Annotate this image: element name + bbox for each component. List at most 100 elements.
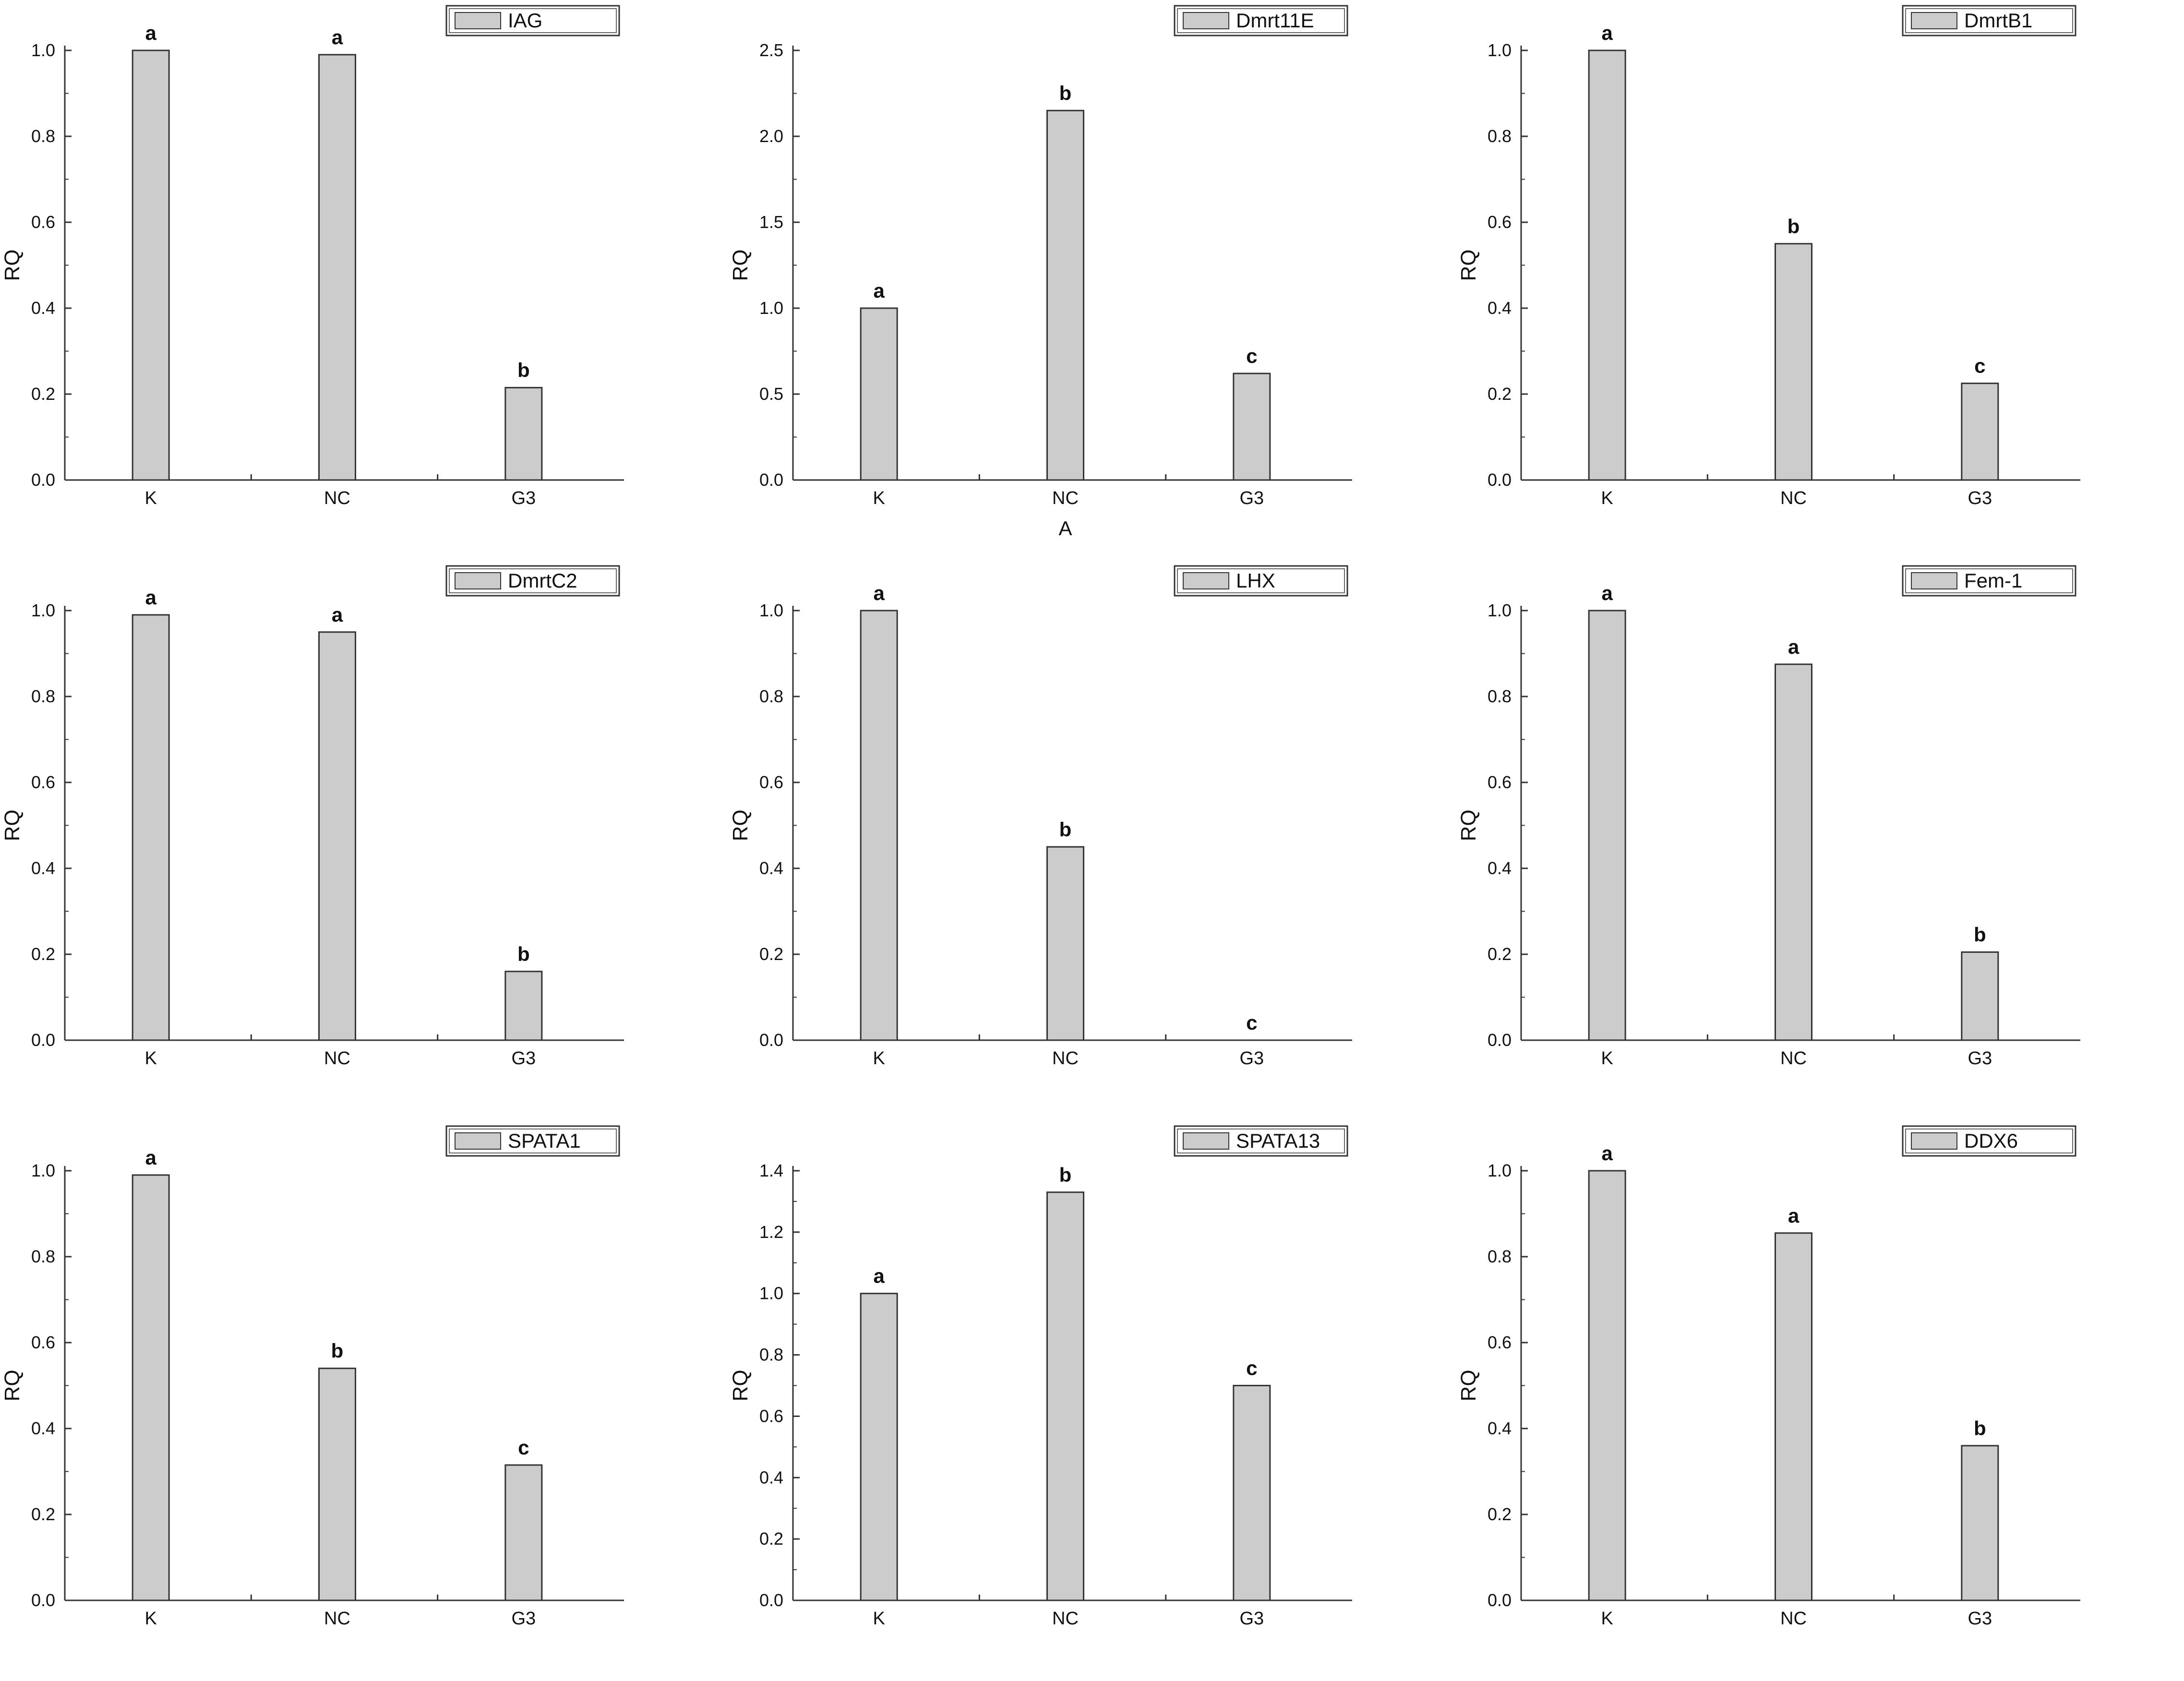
- y-tick-label: 0.6: [1488, 212, 1512, 232]
- significance-letter: b: [1974, 924, 1986, 946]
- y-tick-label: 0.6: [759, 1406, 783, 1426]
- x-category-label: K: [1601, 488, 1613, 508]
- legend-swatch: [455, 1132, 501, 1150]
- significance-letter: a: [332, 603, 343, 626]
- chart-panel-5: 0.0 0.2 0.4 0.6 0.8 1.0 Ka NC b G3 c RQ LHX: [729, 565, 1352, 1069]
- legend-label: SPATA13: [1236, 1129, 1320, 1152]
- y-tick-label: 0.4: [1488, 858, 1512, 878]
- y-tick-label: 1.0: [1488, 40, 1512, 60]
- y-tick-label: 0.0: [759, 470, 783, 490]
- bar-k: [1588, 49, 1626, 481]
- y-tick-label: 1.0: [31, 40, 55, 60]
- significance-letter: b: [331, 1340, 344, 1362]
- significance-letter: a: [873, 582, 885, 604]
- bar-nc: [1046, 1191, 1084, 1601]
- y-tick-label: 0.6: [1488, 772, 1512, 792]
- legend-inner-frame: [449, 568, 617, 593]
- legend-swatch: [1183, 572, 1229, 589]
- legend-swatch: [1183, 12, 1229, 29]
- y-tick-label: 0.4: [31, 858, 55, 878]
- y-tick-label: 1.0: [1488, 600, 1512, 620]
- y-axis-label: RQ: [1457, 250, 1480, 281]
- y-tick-label: 1.0: [31, 600, 55, 620]
- x-category-label: K: [1601, 1609, 1613, 1629]
- significance-letter: a: [145, 586, 156, 609]
- y-tick-label: 0.2: [31, 384, 55, 404]
- legend: Fem-1: [1902, 565, 2076, 597]
- y-tick-label: 1.0: [759, 298, 783, 318]
- significance-letter: b: [517, 943, 530, 965]
- significance-letter: a: [332, 26, 343, 48]
- x-category-label: G3: [1968, 488, 1992, 508]
- significance-letter: b: [1788, 215, 1800, 238]
- x-category-label: K: [873, 488, 885, 508]
- y-tick-label: 0.8: [31, 126, 55, 146]
- legend-swatch: [1911, 12, 1957, 29]
- y-tick-label: 0.2: [1488, 1504, 1512, 1524]
- x-category-label: NC: [1052, 488, 1079, 508]
- y-tick-label: 1.0: [759, 600, 783, 620]
- y-tick-label: 0.5: [759, 384, 783, 404]
- y-tick-label: 1.0: [759, 1284, 783, 1303]
- y-axis-label: RQ: [0, 810, 24, 841]
- x-category-label: G3: [1239, 1609, 1264, 1629]
- bar-k: [1588, 610, 1626, 1041]
- chart-panel-1: 0.0 0.2 0.4 0.6 0.8 1.0 Ka NC a G3 b RQ IAG: [0, 5, 624, 508]
- y-tick-label: 0.2: [31, 1504, 55, 1524]
- legend: SPATA13: [1174, 1125, 1348, 1157]
- legend-inner-frame: [1905, 568, 2073, 593]
- legend: SPATA1: [445, 1125, 620, 1157]
- bar-k: [132, 1174, 170, 1601]
- legend: DDX6: [1902, 1125, 2076, 1157]
- x-category-label: K: [873, 1048, 885, 1069]
- legend-inner-frame: [449, 8, 617, 33]
- significance-letter: a: [145, 1146, 156, 1169]
- bar-nc: [1775, 1232, 1812, 1601]
- y-tick-label: 1.5: [759, 212, 783, 232]
- bar-g3: [1233, 1385, 1271, 1601]
- significance-letter: b: [1974, 1417, 1986, 1440]
- x-category-label: G3: [511, 1048, 536, 1069]
- bar-g3: [504, 387, 543, 481]
- y-tick-label: 2.0: [759, 126, 783, 146]
- y-tick-label: 0.6: [1488, 1333, 1512, 1352]
- bar-g3: [1961, 951, 1999, 1041]
- significance-letter: c: [1246, 1357, 1257, 1380]
- legend: Dmrt11E: [1174, 5, 1348, 36]
- bar-g3: [504, 971, 543, 1041]
- y-tick-label: 0.2: [1488, 944, 1512, 964]
- y-tick-label: 0.8: [759, 1345, 783, 1365]
- bar-g3: [1233, 372, 1271, 481]
- y-tick-label: 0.8: [1488, 686, 1512, 706]
- y-tick-label: 0.8: [31, 1247, 55, 1266]
- y-tick-label: 0.4: [31, 1418, 55, 1438]
- significance-letter: c: [1974, 355, 1985, 377]
- y-tick-label: 2.5: [759, 40, 783, 60]
- chart-panel-6: 0.0 0.2 0.4 0.6 0.8 1.0 Ka NC a G3 b RQ Fem-1: [1457, 565, 2080, 1069]
- y-tick-label: 0.6: [31, 212, 55, 232]
- y-tick-label: 0.4: [759, 858, 783, 878]
- x-category-label: NC: [1780, 488, 1807, 508]
- x-category-label: NC: [324, 488, 350, 508]
- y-tick-label: 0.2: [759, 944, 783, 964]
- x-category-label: K: [144, 1609, 156, 1629]
- x-category-label: K: [873, 1609, 885, 1629]
- legend-label: Dmrt11E: [1236, 9, 1314, 32]
- legend-label: Fem-1: [1964, 569, 2022, 592]
- legend-swatch: [1911, 1132, 1957, 1150]
- x-category-label: G3: [1239, 488, 1264, 508]
- significance-letter: c: [1246, 345, 1257, 367]
- y-tick-label: 0.0: [31, 470, 55, 490]
- y-tick-label: 0.2: [1488, 384, 1512, 404]
- y-axis-label: RQ: [729, 1370, 752, 1402]
- y-tick-label: 0.6: [31, 772, 55, 792]
- legend-label: LHX: [1236, 569, 1275, 592]
- chart-panel-7: 0.0 0.2 0.4 0.6 0.8 1.0 Ka NC b G3 c RQ SPATA1: [0, 1125, 624, 1629]
- chart-panel-8: 0.0 0.2 0.4 0.6 0.8 1.0 1.2 1.4 Ka NC b G3 c RQ SPATA1…: [729, 1125, 1352, 1629]
- significance-letter: a: [1788, 636, 1800, 658]
- y-tick-label: 0.4: [1488, 1418, 1512, 1438]
- bar-nc: [1046, 846, 1084, 1041]
- legend-inner-frame: [1177, 8, 1345, 33]
- y-tick-label: 1.2: [759, 1222, 783, 1242]
- y-tick-label: 0.4: [1488, 298, 1512, 318]
